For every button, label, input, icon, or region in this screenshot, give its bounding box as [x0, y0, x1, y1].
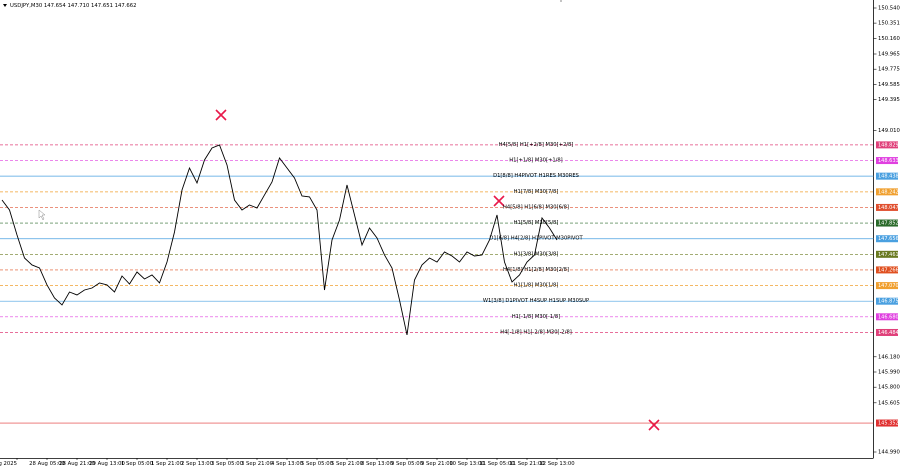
level-label: H1[1/8] M30[1/8] [514, 283, 559, 289]
price-tag [876, 419, 898, 427]
x-tick-label: 9 Sep 21:00 [421, 461, 454, 467]
x-tick-label: 29 Aug 13:00 [89, 461, 125, 467]
price-tag-label: 147.070 [878, 283, 899, 289]
level-label: H4[1/8] H1[2/8] M30[2/8] [503, 267, 569, 273]
price-tag-label: 146.484 [878, 330, 899, 336]
y-tick-label: 149.965 [878, 52, 900, 58]
price-tag [876, 282, 898, 290]
y-tick-label: 149.775 [878, 67, 900, 73]
price-tag-label: 146.680 [878, 314, 899, 320]
price-tag [876, 328, 898, 336]
x-tick-label: 11 Sep 21:00 [509, 461, 545, 467]
cross-marker [648, 419, 660, 431]
cross-markers [215, 109, 660, 431]
x-tick-label: 12 Sep 13:00 [539, 461, 575, 467]
level-label: H1[+1/8] M30[+1/8] [509, 158, 562, 164]
y-tick-label: 150.160 [878, 36, 900, 42]
y-tick-label: 145.990 [878, 370, 900, 376]
y-tick-label: 150.351 [878, 21, 900, 27]
y-tick-label: 145.800 [878, 385, 900, 391]
level-label: H1[5/8] M30[5/8] [514, 220, 559, 226]
level-label: D1[8/8] H4PIVOT H1RES M30RES [493, 173, 579, 179]
y-tick-label: 149.585 [878, 82, 900, 88]
price-tag [876, 297, 898, 305]
price-tag-label: 148.829 [878, 142, 899, 148]
y-tick-label: 149.010 [878, 128, 900, 134]
y-tick-label: 145.605 [878, 400, 900, 406]
x-tick-label: 9 Sep 05:00 [391, 461, 424, 467]
level-label: H4[5/8] H1[6/8] M30[6/8] [503, 204, 569, 210]
level-label: H1[7/8] M30[7/8] [514, 189, 559, 195]
cross-marker [215, 109, 227, 121]
x-tick-label: 5 Sep 05:00 [301, 461, 334, 467]
symbol-menu-arrow[interactable] [3, 4, 7, 7]
price-tag-label: 146.875 [878, 299, 899, 305]
cross-marker [493, 195, 505, 207]
price-line [1, 144, 558, 336]
price-tag-label: 147.852 [878, 221, 899, 227]
price-tag [876, 157, 898, 165]
x-tick-label: 28 Aug 21:00 [59, 461, 95, 467]
price-tag-label: 147.266 [878, 267, 899, 273]
x-tick-label: 4 Sep 13:00 [271, 461, 304, 467]
level-label: H1[3/8] M30[3/8] [514, 251, 559, 257]
price-tag [876, 313, 898, 321]
x-tick-label: 11 Sep 05:00 [479, 461, 515, 467]
level-label: H1[-1/8] M30[-1/8] [512, 314, 560, 320]
x-tick-label: 27 Aug 2025 [0, 461, 17, 467]
price-tag-label: 145.352 [878, 421, 899, 427]
chart-title: USDJPY,M30 147.654 147.710 147.651 147.6… [10, 3, 137, 9]
x-tick-label: 1 Sep 21:00 [151, 461, 184, 467]
y-tick-label: 149.395 [878, 97, 900, 103]
price-tag [876, 235, 898, 243]
x-tick-label: 10 Sep 13:00 [449, 461, 485, 467]
y-tick-label: 144.990 [878, 450, 900, 456]
x-tick-label: 3 Sep 05:00 [211, 461, 244, 467]
price-tag-label: 148.242 [878, 189, 899, 195]
price-tag-label: 147.461 [878, 252, 899, 258]
y-tick-label: 150.540 [878, 6, 900, 12]
x-tick-label: 3 Sep 21:00 [241, 461, 274, 467]
price-tag-label: 148.047 [878, 205, 899, 211]
price-tag-label: 148.438 [878, 174, 899, 180]
x-tick-label: 8 Sep 13:00 [361, 461, 394, 467]
price-tag [876, 203, 898, 211]
y-tick-label: 146.180 [878, 354, 900, 360]
price-tag [876, 188, 898, 196]
level-label: H4[-1/8] H1[-2/8] M30[-2/8] [500, 329, 572, 335]
price-tag [876, 219, 898, 227]
price-tag-label: 148.633 [878, 158, 899, 164]
price-tag-label: 147.656 [878, 236, 899, 242]
price-tag [876, 141, 898, 149]
level-label: D1[6/8] H4[2/8] H1PIVOT M30PIVOT [489, 236, 583, 242]
x-tick-label: 5 Sep 21:00 [331, 461, 364, 467]
x-tick-label: 28 Aug 05:00 [29, 461, 65, 467]
level-label: H4[5/8] H1[+2/8] M30[+2/8] [499, 142, 574, 148]
mouse-cursor [38, 209, 46, 221]
level-label: W1[3/8] D1PIVOT H4SUP H1SUP M30SUP [483, 298, 589, 304]
price-tag [876, 266, 898, 274]
price-tag [876, 172, 898, 180]
price-tag [876, 250, 898, 258]
x-tick-label: 2 Sep 13:00 [181, 461, 214, 467]
x-tick-label: 1 Sep 05:00 [121, 461, 154, 467]
